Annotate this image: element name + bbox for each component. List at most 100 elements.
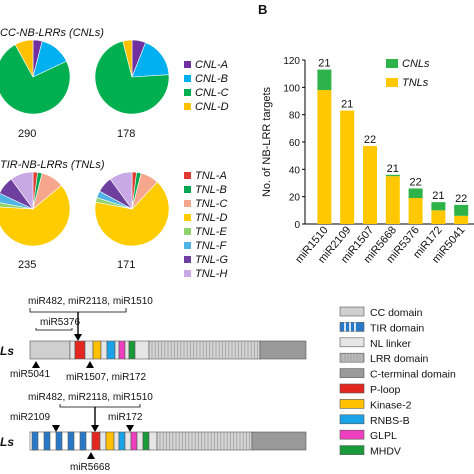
tnl-glpl	[130, 431, 138, 451]
cnl-pie-2-slice-2	[131, 42, 170, 78]
chart-legend-swatch-2	[386, 78, 398, 87]
bar-tnl-miR1510	[317, 90, 332, 224]
cnl-kinase-2	[92, 340, 102, 360]
cnl-c-terminal-domain	[259, 340, 307, 360]
cnl-cc-domain	[29, 340, 71, 360]
domain-legend-swatch-3	[339, 337, 365, 348]
cnl-pie-count-2: 178	[117, 128, 135, 140]
tnl-pie-2-slice-4	[94, 181, 170, 247]
domain-legend-swatch-7	[339, 399, 365, 409]
y-tick-label-5: 100	[283, 83, 300, 94]
tnl-legend-label-6: TNL-F	[195, 240, 227, 252]
cnl-pie-group	[0, 39, 170, 115]
y-tick-label-2: 40	[289, 165, 301, 176]
cnl-nl-linker-4	[114, 340, 120, 360]
tnl-mhdv	[142, 431, 150, 451]
bar-label-miR5041: 22	[455, 193, 467, 205]
tnl-pie-2-slice-8	[109, 171, 133, 210]
tnl-tir-block-3	[55, 431, 63, 451]
cnl-nl-linker-1	[69, 340, 76, 360]
tnl-left-arrowhead	[52, 425, 60, 432]
chart-legend-label-2: TNLs	[402, 77, 429, 89]
cnl-nl-linker-6	[134, 340, 150, 360]
cnl-bottom-left-annot: miR5041	[10, 369, 50, 380]
bar-label-miR1507: 22	[364, 134, 376, 146]
bar-cnl-miR5041	[454, 204, 469, 216]
cnl-nl-linker-5	[124, 340, 130, 360]
y-tick-label-0: 0	[294, 220, 300, 231]
cnl-legend-label-4: CNL-D	[195, 101, 229, 113]
panel-b-label: B	[258, 2, 267, 17]
domain-legend-label-8: RNBS-B	[370, 415, 410, 427]
bar-cnl-miR5668	[385, 174, 400, 177]
cnl-pie-1-slice-4	[14, 39, 34, 78]
tnl-nl-linker-1	[99, 431, 107, 451]
domain-legend-swatch-4	[339, 352, 365, 363]
tnl-rnbs-b	[118, 431, 126, 451]
tnl-legend-swatch-6	[184, 242, 191, 249]
domain-legend-label-6: P-loop	[370, 384, 401, 396]
domain-legend-label-9: GLPL	[370, 430, 397, 442]
tnl-legend-swatch-8	[184, 270, 191, 277]
bar-tnl-miR172	[431, 210, 446, 224]
domain-legend-swatch-10	[339, 445, 365, 455]
domain-diagram: Ls miR482, miR2118, miR1510 miR5376 miR5041…	[0, 296, 456, 473]
tnl-legend-swatch-2	[184, 186, 191, 193]
tnl-pie-group	[0, 171, 170, 247]
tnl-legend-label-5: TNL-E	[195, 226, 227, 238]
domain-legend-label-3: NL linker	[370, 338, 412, 350]
chart-legend-swatch-1	[386, 59, 398, 68]
tnl-p-loop	[91, 431, 101, 451]
tnl-top-arrowhead	[91, 425, 99, 432]
bar-cnl-miR1510	[317, 69, 332, 91]
cnl-mhdv	[128, 340, 136, 360]
domain-legend-label-1: CC domain	[370, 307, 423, 319]
domain-legend-label-2: TIR domain	[370, 322, 424, 334]
domain-legend-swatch-8	[339, 414, 365, 425]
domain-legend-label-10: MHDV	[370, 446, 401, 458]
tnl-left-annot: miR2109	[10, 412, 50, 423]
y-axis-label: No. of NB-LRR targets	[261, 86, 273, 197]
bar-tnl-miR5376	[408, 198, 423, 224]
cnl-pie-2-slice-3	[94, 40, 170, 115]
tnl-nl-linker-4	[136, 431, 144, 451]
cnl-legend: CNL-A CNL-B CNL-C CNL-D	[184, 59, 229, 113]
bar-label-miR2109: 21	[341, 99, 353, 111]
tnl-bottom-annot: miR5668	[70, 462, 110, 473]
tnl-pie-1-slice-6	[0, 193, 34, 210]
cnl-title: CC-NB-LRRs (CNLs)	[0, 27, 104, 39]
cnl-legend-label-1: CNL-A	[195, 59, 228, 71]
y-tick-label-1: 20	[289, 193, 301, 204]
cnl-pie-count-1: 290	[18, 128, 36, 140]
bar-tnl-miR2109	[340, 110, 355, 224]
tnl-pie-count-2: 171	[117, 259, 135, 271]
tnl-tir-block-1	[31, 431, 39, 451]
tnl-tir-block-5	[79, 431, 87, 451]
domain-legend-label-4: LRR domain	[370, 353, 429, 365]
cnl-row-label: Ls	[0, 344, 14, 358]
cnl-top-arrowhead	[74, 334, 82, 341]
cnl-p-loop	[74, 340, 86, 360]
cnl-top-annot: miR482, miR2118, miR1510	[28, 296, 153, 307]
tnl-legend-label-4: TNL-D	[195, 212, 227, 224]
cnl-nl-linker-3	[100, 340, 108, 360]
tnl-legend-label-7: TNL-G	[195, 254, 228, 266]
tnl-pie-1-slice-4	[0, 184, 71, 247]
tnl-title: TIR-NB-LRRs (TNLs)	[0, 159, 105, 171]
cnl-bottom-right-annot: miR1507, miR172	[66, 372, 146, 383]
tnl-c-terminal-domain	[251, 431, 307, 451]
cnl-glpl	[118, 340, 126, 360]
tnl-legend-swatch-7	[184, 256, 191, 263]
cnl-bottom-left-arrowhead	[32, 361, 40, 368]
tnl-legend-label-8: TNL-H	[195, 268, 227, 280]
tnl-legend: TNL-A TNL-B TNL-C TNL-D TNL-E TNL-F TNL-G TNL-H	[184, 170, 228, 280]
tnl-tir-block-4	[67, 431, 75, 451]
tnl-top-bracket	[59, 404, 141, 408]
domain-legend-swatch-1	[339, 306, 365, 317]
bar-tnl-miR1507	[363, 146, 377, 224]
cnl-legend-swatch-3	[184, 89, 191, 96]
tnl-right-arrowhead	[126, 425, 134, 432]
tnl-nl-linker-2	[113, 431, 120, 451]
tnl-legend-label-1: TNL-A	[195, 170, 227, 182]
